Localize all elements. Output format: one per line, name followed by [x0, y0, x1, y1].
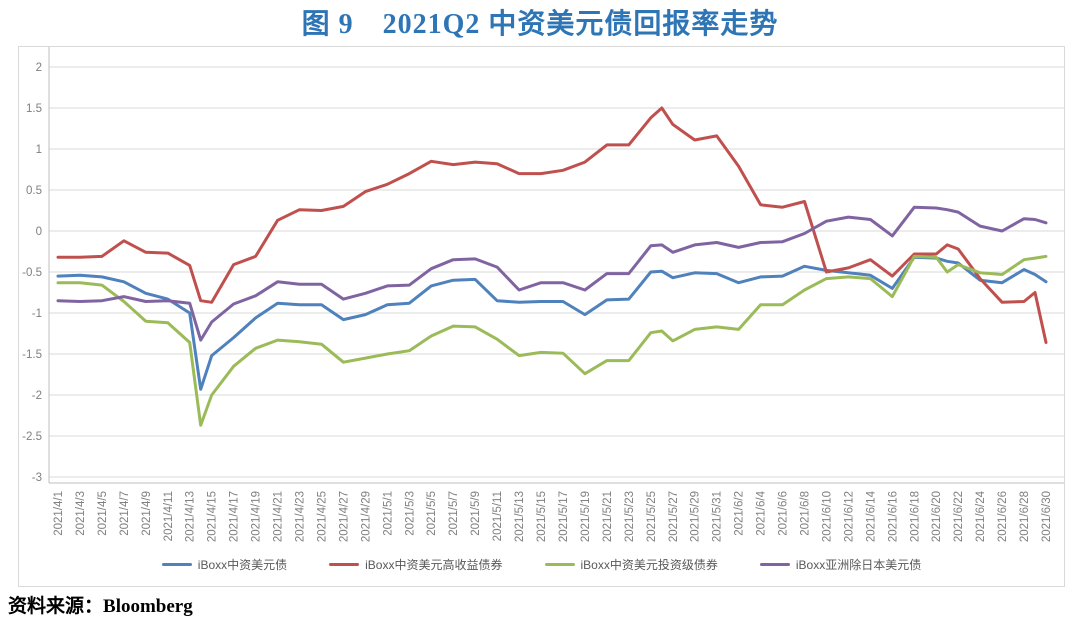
x-axis-tick-label: 2021/6/14	[865, 490, 877, 542]
x-axis-tick-label: 2021/6/30	[1041, 491, 1053, 542]
legend-item: iBoxx亚洲除日本美元债	[759, 556, 922, 573]
legend-item: iBoxx中资美元高收益债券	[329, 556, 503, 573]
x-axis-tick-label: 2021/4/17	[229, 491, 241, 542]
x-axis-tick-label: 2021/4/11	[163, 491, 175, 541]
x-axis-tick-label: 2021/5/15	[536, 491, 548, 542]
legend-item: iBoxx中资美元债	[161, 556, 288, 573]
y-axis-tick-label: -2	[32, 390, 42, 402]
y-axis-tick-label: -2.5	[22, 431, 42, 443]
x-axis-tick-label: 2021/5/21	[602, 491, 614, 542]
x-axis-tick-label: 2021/4/25	[316, 491, 328, 542]
legend-line-swatch-icon	[161, 563, 192, 566]
legend-label: iBoxx亚洲除日本美元债	[795, 558, 922, 572]
x-axis-tick-label: 2021/4/7	[119, 491, 131, 536]
y-axis-tick-label: 2	[36, 62, 42, 74]
x-axis-tick-label: 2021/6/18	[909, 491, 921, 542]
y-axis-tick-label: -1	[32, 308, 42, 320]
x-axis-tick-label: 2021/5/5	[426, 491, 438, 536]
x-axis-tick-label: 2021/5/9	[470, 491, 482, 536]
y-axis-tick-label: -3	[32, 472, 42, 484]
x-axis-tick-label: 2021/6/22	[953, 491, 965, 542]
x-axis-tick-label: 2021/4/27	[338, 491, 350, 542]
x-axis-tick-label: 2021/4/1	[53, 491, 65, 536]
x-axis-tick-label: 2021/6/6	[778, 491, 790, 536]
legend-line-swatch-icon	[544, 563, 575, 566]
series-line-iBoxx亚洲除日本美元债	[56, 205, 1048, 342]
x-axis-tick-label: 2021/5/7	[448, 491, 460, 536]
legend-label: iBoxx中资美元高收益债券	[365, 558, 503, 572]
x-axis-tick-label: 2021/6/10	[821, 491, 833, 542]
x-axis-tick-label: 2021/4/29	[360, 491, 372, 542]
x-axis-tick-label: 2021/5/29	[690, 491, 702, 542]
chart-legend: iBoxx中资美元债 iBoxx中资美元高收益债券 iBoxx中资美元投资级债券 iB…	[19, 556, 1064, 573]
source-label: 资料来源：	[8, 596, 104, 617]
x-axis-tick-label: 2021/4/3	[75, 491, 87, 536]
chart-container: 2 1.5 1 0.5 0 -0.5 -1 -1.5 -2 -2.5 -3 2021/4/1 2021/…	[18, 46, 1065, 587]
x-axis-tick-label: 2021/4/23	[295, 491, 307, 542]
x-axis-tick-label: 2021/6/20	[931, 491, 943, 542]
x-axis-tick-label: 2021/5/13	[514, 491, 526, 542]
y-axis-tick-label: -0.5	[22, 267, 42, 279]
legend-label: iBoxx中资美元投资级债券	[580, 558, 718, 572]
x-axis-tick-label: 2021/6/8	[799, 491, 811, 536]
x-axis-tick-label: 2021/6/12	[843, 491, 855, 542]
y-axis-tick-label: 0.5	[26, 185, 42, 197]
x-axis-tick-label: 2021/5/1	[382, 491, 394, 536]
legend-label: iBoxx中资美元债	[197, 558, 288, 572]
x-axis-tick-label: 2021/6/28	[1019, 491, 1031, 542]
x-axis-tick-label: 2021/6/16	[887, 491, 899, 542]
series-line-iBoxx中资美元高收益债券	[56, 106, 1048, 344]
x-axis-tick-label: 2021/4/21	[273, 491, 285, 542]
x-axis-tick-label: 2021/6/24	[975, 490, 987, 542]
x-axis-tick-label: 2021/5/17	[558, 491, 570, 542]
legend-item: iBoxx中资美元投资级债券	[544, 556, 718, 573]
line-chart-plot: 2 1.5 1 0.5 0 -0.5 -1 -1.5 -2 -2.5 -3 2021/4/1 2021/…	[22, 47, 1064, 542]
x-axis-tick-label: 2021/5/19	[580, 491, 592, 542]
series-line-iBoxx中资美元债	[56, 255, 1048, 391]
y-axis-tick-label: 1	[36, 144, 42, 156]
x-axis-tick-label: 2021/5/31	[712, 491, 724, 542]
x-axis-tick-label: 2021/6/26	[997, 491, 1009, 542]
x-axis-tick-label: 2021/6/4	[756, 490, 768, 535]
x-axis-tick-label: 2021/4/5	[97, 491, 109, 536]
series-line-iBoxx中资美元投资级债券	[56, 254, 1048, 427]
legend-line-swatch-icon	[759, 563, 790, 566]
x-axis-tick-label: 2021/4/9	[141, 491, 153, 536]
x-axis-tick-label: 2021/5/23	[624, 491, 636, 542]
legend-line-swatch-icon	[329, 563, 360, 566]
y-axis-tick-label: -1.5	[22, 349, 42, 361]
x-axis-tick-label: 2021/5/3	[404, 491, 416, 536]
source-value: Bloomberg	[103, 596, 193, 617]
y-axis-tick-label: 1.5	[26, 103, 42, 115]
chart-title: 图 9 2021Q2 中资美元债回报率走势	[301, 9, 779, 40]
x-axis-tick-label: 2021/6/2	[734, 491, 746, 536]
source-caption: 资料来源：Bloomberg	[8, 591, 193, 618]
x-axis-tick-label: 2021/5/25	[646, 491, 658, 542]
x-axis-tick-label: 2021/5/11	[492, 491, 504, 541]
x-axis-tick-label: 2021/4/19	[251, 491, 263, 542]
x-axis-tick-label: 2021/4/15	[207, 491, 219, 542]
y-axis-tick-label: 0	[36, 226, 42, 238]
x-axis-tick-label: 2021/5/27	[668, 491, 680, 542]
x-axis-tick-label: 2021/4/13	[185, 491, 197, 542]
